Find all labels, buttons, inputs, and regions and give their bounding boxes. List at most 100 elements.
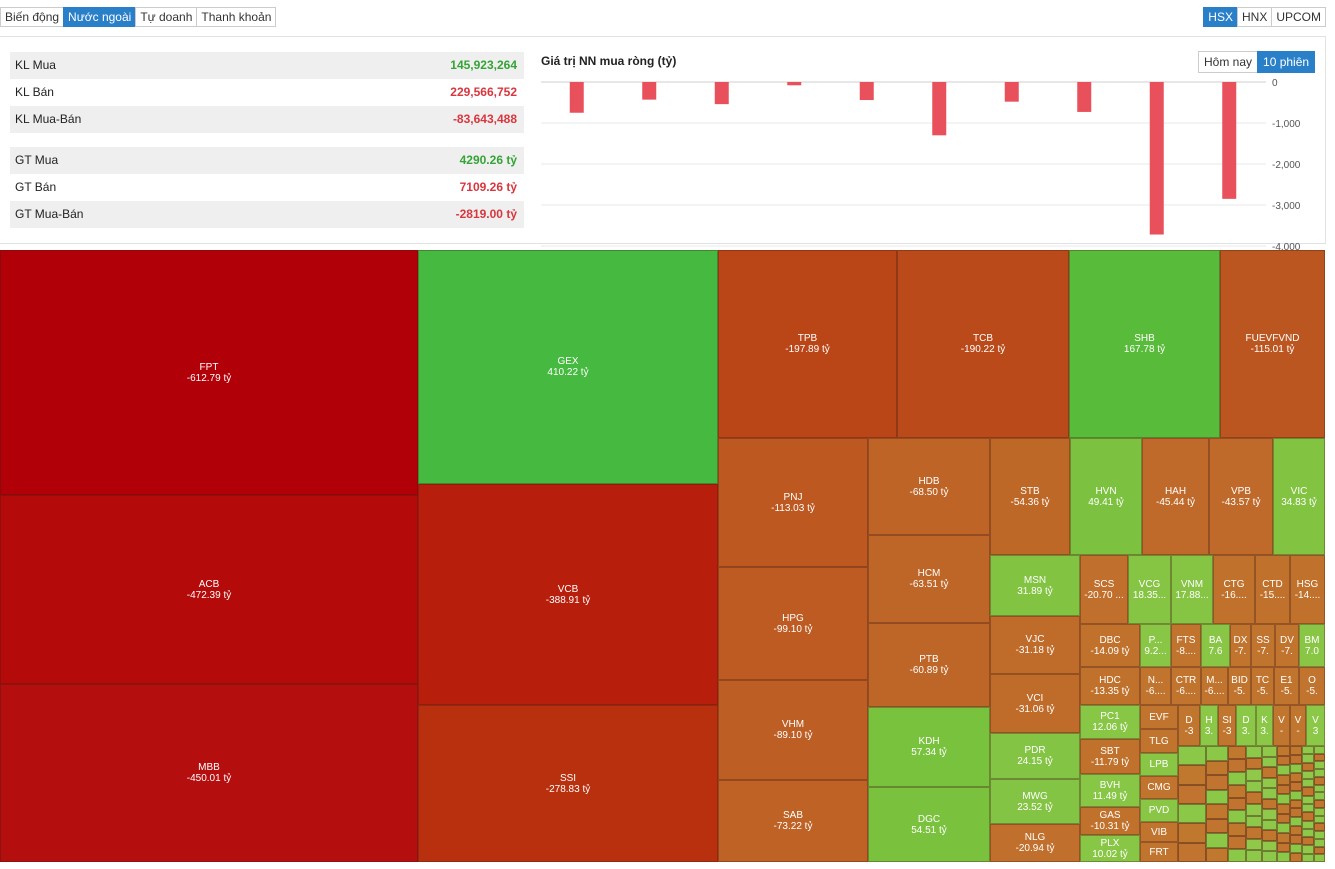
small-tile[interactable] <box>1290 844 1302 854</box>
small-tile[interactable] <box>1314 838 1325 847</box>
treemap-tile[interactable]: MSN 31.89 tỷ <box>990 555 1080 616</box>
small-tile[interactable] <box>1314 784 1325 793</box>
small-tile[interactable] <box>1302 804 1314 813</box>
treemap-tile[interactable]: VPB -43.57 tỷ <box>1209 438 1273 555</box>
treemap-tile[interactable]: BVH 11.49 tỷ <box>1080 774 1140 807</box>
small-tile[interactable] <box>1277 784 1290 795</box>
treemap-tile[interactable]: CTG -16.... <box>1213 555 1255 624</box>
tab-2[interactable]: Tự doanh <box>135 7 198 27</box>
treemap-tile[interactable]: PDR 24.15 tỷ <box>990 733 1080 779</box>
treemap-tile[interactable]: BID -5. <box>1228 667 1251 705</box>
treemap-tile[interactable]: FPT -612.79 tỷ <box>0 250 418 495</box>
small-tile[interactable] <box>1246 815 1262 828</box>
small-tile[interactable] <box>1314 769 1325 777</box>
small-tile[interactable] <box>1314 753 1325 762</box>
small-tile[interactable] <box>1277 746 1290 756</box>
small-tile[interactable] <box>1178 842 1206 862</box>
small-tile[interactable] <box>1277 775 1290 785</box>
small-tile[interactable] <box>1302 779 1314 788</box>
treemap-tile[interactable]: SCS -20.70 ... <box>1080 555 1128 624</box>
treemap-tile[interactable]: BM 7.0 <box>1299 624 1325 667</box>
treemap-tile[interactable]: VCB -388.91 tỷ <box>418 484 718 705</box>
treemap-tile[interactable]: MWG 23.52 tỷ <box>990 779 1080 824</box>
small-tile[interactable] <box>1302 754 1314 763</box>
tab-0[interactable]: Biến động <box>0 7 65 27</box>
small-tile[interactable] <box>1206 760 1228 775</box>
small-tile[interactable] <box>1206 775 1228 790</box>
small-tile[interactable] <box>1290 772 1302 782</box>
tab-3[interactable]: Thanh khoản <box>196 7 277 27</box>
treemap-tile[interactable]: VCG 18.35... <box>1128 555 1171 624</box>
bar[interactable] <box>787 82 802 86</box>
bar[interactable] <box>1222 82 1237 199</box>
small-tile[interactable] <box>1246 792 1262 804</box>
small-tile[interactable] <box>1246 850 1262 862</box>
small-tile[interactable] <box>1314 831 1325 839</box>
treemap-tile[interactable]: HAH -45.44 tỷ <box>1142 438 1209 555</box>
treemap-tile[interactable]: MBB -450.01 tỷ <box>0 684 418 862</box>
treemap-tile[interactable]: SHB 167.78 tỷ <box>1069 250 1220 438</box>
small-tile[interactable] <box>1290 754 1302 764</box>
treemap-tile[interactable]: V- <box>1290 705 1306 746</box>
treemap-tile[interactable]: D -3 <box>1178 705 1200 746</box>
treemap-tile[interactable]: EVF <box>1140 705 1178 729</box>
small-tile[interactable] <box>1290 790 1302 800</box>
small-tile[interactable] <box>1277 833 1290 843</box>
treemap-tile[interactable]: DGC 54.51 tỷ <box>868 787 990 862</box>
treemap-tile[interactable]: GEX 410.22 tỷ <box>418 250 718 484</box>
small-tile[interactable] <box>1246 746 1262 758</box>
small-tile[interactable] <box>1302 845 1314 854</box>
treemap-tile[interactable]: TCB -190.22 tỷ <box>897 250 1069 438</box>
treemap-tile[interactable]: GAS -10.31 tỷ <box>1080 807 1140 835</box>
treemap-tile[interactable]: LPB <box>1140 753 1178 776</box>
treemap-tile[interactable]: VJC -31.18 tỷ <box>990 616 1080 674</box>
treemap-tile[interactable]: HVN 49.41 tỷ <box>1070 438 1142 555</box>
treemap-tile[interactable]: SAB -73.22 tỷ <box>718 780 868 862</box>
small-tile[interactable] <box>1302 812 1314 821</box>
treemap-tile[interactable]: TLG <box>1140 729 1178 753</box>
small-tile[interactable] <box>1228 746 1246 759</box>
treemap-tile[interactable]: FRT <box>1140 842 1178 862</box>
treemap-tile[interactable]: CMG <box>1140 776 1178 799</box>
treemap-tile[interactable]: VNM 17.88... <box>1171 555 1213 624</box>
treemap-tile[interactable]: V- <box>1273 705 1290 746</box>
small-tile[interactable] <box>1206 746 1228 761</box>
small-tile[interactable] <box>1290 817 1302 827</box>
small-tile[interactable] <box>1228 836 1246 850</box>
treemap-tile[interactable]: STB -54.36 tỷ <box>990 438 1070 555</box>
small-tile[interactable] <box>1262 830 1277 841</box>
small-tile[interactable] <box>1228 758 1246 772</box>
small-tile[interactable] <box>1262 788 1277 799</box>
small-tile[interactable] <box>1262 809 1277 820</box>
small-tile[interactable] <box>1246 757 1262 770</box>
treemap-tile[interactable]: FTS -8.... <box>1171 624 1201 667</box>
small-tile[interactable] <box>1290 763 1302 773</box>
small-tile[interactable] <box>1277 852 1290 862</box>
treemap-tile[interactable]: CTR -6.... <box>1171 667 1201 705</box>
treemap-tile[interactable]: PVD <box>1140 799 1178 822</box>
small-tile[interactable] <box>1314 776 1325 785</box>
small-tile[interactable] <box>1277 813 1290 824</box>
exchange-button-0[interactable]: HSX <box>1203 7 1238 27</box>
treemap-tile[interactable]: D 3. <box>1236 705 1256 746</box>
small-tile[interactable] <box>1178 784 1206 804</box>
small-tile[interactable] <box>1314 807 1325 816</box>
small-tile[interactable] <box>1314 761 1325 770</box>
treemap-tile[interactable]: ACB -472.39 tỷ <box>0 495 418 684</box>
small-tile[interactable] <box>1262 746 1277 757</box>
small-tile[interactable] <box>1314 846 1325 855</box>
treemap-tile[interactable]: DV -7. <box>1275 624 1299 667</box>
treemap-tile[interactable]: SSI -278.83 tỷ <box>418 705 718 862</box>
small-tile[interactable] <box>1290 826 1302 836</box>
treemap-tile[interactable]: BA 7.6 <box>1201 624 1230 667</box>
small-tile[interactable] <box>1178 746 1206 766</box>
treemap-tile[interactable]: PNJ -113.03 tỷ <box>718 438 868 567</box>
treemap-tile[interactable]: PTB -60.89 tỷ <box>868 623 990 707</box>
bar[interactable] <box>1149 82 1164 235</box>
small-tile[interactable] <box>1228 784 1246 798</box>
small-tile[interactable] <box>1262 767 1277 778</box>
range-button-0[interactable]: Hôm nay <box>1198 51 1259 73</box>
treemap-tile[interactable]: SBT -11.79 tỷ <box>1080 739 1140 774</box>
small-tile[interactable] <box>1314 800 1325 808</box>
